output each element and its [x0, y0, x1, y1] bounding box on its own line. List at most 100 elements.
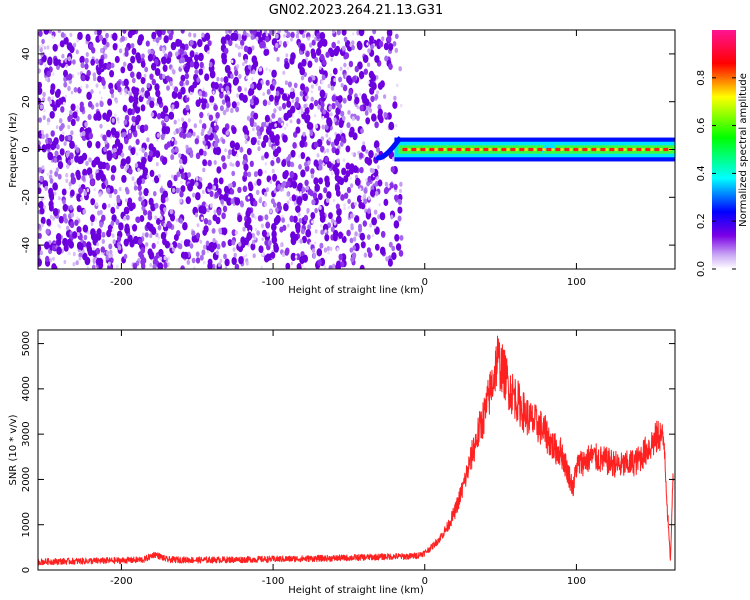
noise-dot: [290, 261, 294, 266]
noise-dot: [238, 74, 242, 79]
noise-dot: [258, 198, 263, 204]
noise-dot: [118, 186, 122, 192]
noise-dot: [72, 59, 76, 65]
noise-dot: [124, 137, 129, 145]
noise-dot: [156, 240, 159, 245]
noise-dot: [139, 253, 145, 260]
noise-dot: [67, 73, 73, 81]
noise-dot: [256, 230, 260, 236]
noise-dot: [146, 82, 151, 89]
noise-dot: [199, 177, 203, 182]
noise-dot: [128, 95, 134, 103]
noise-dot: [76, 216, 79, 220]
noise-dot: [156, 30, 163, 38]
noise-dot: [347, 94, 352, 102]
noise-scatter: [38, 30, 404, 269]
noise-dot: [50, 83, 56, 91]
noise-dot: [175, 187, 180, 194]
noise-dot: [230, 73, 234, 79]
noise-dot: [207, 130, 211, 136]
noise-dot: [377, 108, 383, 117]
noise-dot: [231, 181, 237, 188]
noise-dot: [316, 153, 320, 158]
noise-dot: [140, 104, 146, 112]
noise-dot: [253, 122, 257, 128]
noise-dot: [374, 55, 380, 63]
noise-dot: [44, 241, 50, 250]
band-peak-edge: [479, 148, 483, 151]
colorbar-tick-label: 0.0: [696, 261, 707, 277]
noise-dot: [191, 257, 196, 264]
noise-dot: [123, 253, 128, 260]
noise-dot: [220, 87, 224, 93]
noise-dot: [238, 241, 242, 247]
noise-dot: [100, 246, 106, 254]
noise-dot: [271, 113, 276, 119]
noise-dot: [177, 118, 180, 122]
noise-dot: [333, 47, 340, 57]
noise-dot: [301, 58, 307, 67]
noise-dot: [234, 43, 238, 48]
noise-dot: [391, 252, 397, 261]
noise-dot: [38, 167, 42, 173]
noise-dot: [185, 104, 190, 111]
noise-dot: [105, 32, 109, 39]
band-peak-edge: [470, 148, 474, 151]
noise-dot: [165, 197, 169, 202]
noise-dot: [102, 112, 108, 120]
noise-dot: [87, 101, 93, 108]
noise-dot: [324, 156, 329, 163]
noise-dot: [242, 30, 247, 36]
spectrogram-y-tick-label: 0: [21, 146, 32, 152]
noise-dot: [97, 210, 101, 216]
noise-dot: [51, 95, 54, 100]
noise-dot: [228, 149, 232, 156]
noise-dot: [139, 147, 142, 152]
noise-dot: [345, 145, 351, 153]
noise-dot: [100, 173, 106, 182]
noise-dot: [280, 243, 283, 247]
noise-dot: [351, 116, 355, 121]
noise-dot: [187, 172, 192, 178]
noise-dot: [198, 205, 205, 214]
noise-dot: [202, 159, 208, 167]
noise-dot: [111, 228, 114, 232]
noise-dot: [352, 75, 357, 82]
noise-dot: [349, 176, 352, 180]
noise-dot: [141, 87, 145, 93]
noise-dot: [293, 82, 298, 89]
noise-dot: [59, 40, 65, 48]
noise-dot: [90, 214, 96, 223]
noise-dot: [304, 86, 309, 93]
noise-dot: [101, 238, 106, 244]
colorbar-label: Normalized spectral amplitude: [738, 73, 749, 227]
noise-dot: [123, 216, 126, 222]
noise-dot: [319, 242, 324, 249]
noise-dot: [184, 72, 189, 80]
noise-dot: [105, 41, 110, 48]
noise-dot: [379, 80, 385, 88]
noise-dot: [376, 90, 379, 95]
band-peak-edge: [650, 148, 654, 151]
snr-x-label: Height of straight line (km): [288, 585, 424, 596]
noise-dot: [341, 235, 347, 244]
noise-dot: [213, 104, 218, 111]
noise-dot: [83, 234, 88, 241]
noise-dot: [387, 184, 390, 189]
noise-dot: [214, 124, 219, 132]
noise-dot: [290, 161, 294, 168]
band-peak: [456, 147, 462, 152]
noise-dot: [54, 90, 61, 98]
noise-dot: [376, 147, 381, 153]
noise-dot: [166, 75, 171, 82]
noise-dot: [252, 127, 255, 132]
noise-dot: [250, 243, 256, 251]
noise-dot: [74, 219, 79, 226]
noise-dot: [136, 216, 141, 224]
noise-dot: [116, 147, 122, 156]
noise-dot: [370, 95, 375, 103]
noise-dot: [132, 121, 136, 126]
band-peak-edge: [497, 148, 501, 151]
noise-dot: [189, 85, 195, 92]
noise-dot: [279, 226, 284, 233]
